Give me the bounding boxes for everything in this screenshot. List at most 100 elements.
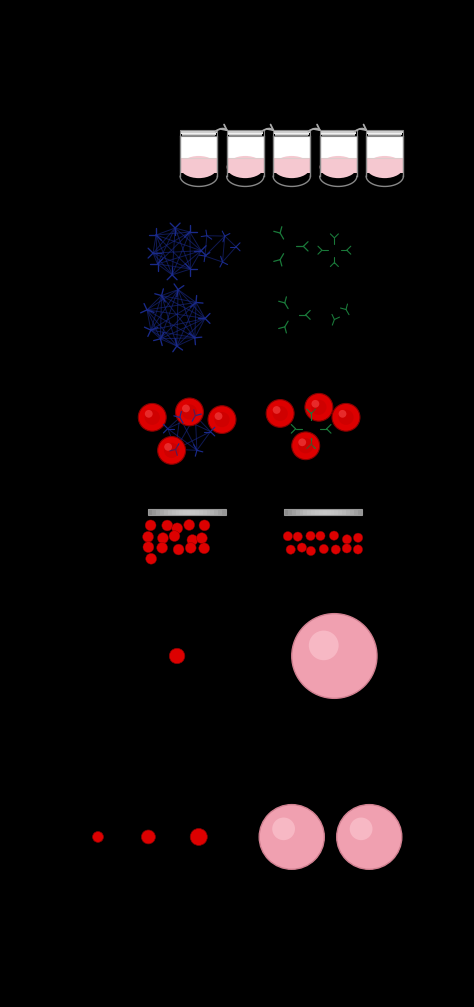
- Circle shape: [316, 532, 325, 541]
- Circle shape: [164, 443, 172, 451]
- Circle shape: [184, 520, 195, 531]
- Ellipse shape: [180, 156, 218, 178]
- Bar: [187, 509, 191, 516]
- Bar: [228, 135, 262, 136]
- Bar: [327, 509, 330, 516]
- Bar: [342, 509, 346, 516]
- Bar: [179, 509, 183, 516]
- Circle shape: [350, 818, 373, 840]
- Bar: [273, 158, 310, 173]
- Bar: [334, 509, 338, 516]
- Bar: [284, 509, 288, 516]
- Circle shape: [173, 544, 184, 555]
- Bar: [191, 509, 195, 516]
- Circle shape: [353, 545, 363, 554]
- Bar: [172, 509, 175, 516]
- Circle shape: [141, 830, 155, 844]
- Circle shape: [311, 400, 327, 415]
- Bar: [367, 134, 402, 135]
- Circle shape: [306, 532, 315, 541]
- Bar: [152, 509, 156, 516]
- Bar: [315, 509, 319, 516]
- Bar: [180, 130, 218, 136]
- Circle shape: [172, 523, 182, 534]
- Circle shape: [185, 543, 196, 553]
- Circle shape: [190, 829, 207, 846]
- Bar: [273, 136, 310, 173]
- Bar: [160, 509, 164, 516]
- Bar: [207, 509, 210, 516]
- Bar: [284, 509, 362, 516]
- Bar: [320, 131, 356, 133]
- Bar: [222, 509, 226, 516]
- Circle shape: [175, 398, 203, 426]
- Bar: [228, 133, 263, 134]
- Bar: [182, 134, 216, 135]
- Bar: [366, 136, 403, 173]
- Bar: [338, 509, 342, 516]
- Bar: [296, 509, 300, 516]
- Bar: [180, 130, 218, 131]
- Circle shape: [273, 406, 288, 421]
- Bar: [319, 509, 323, 516]
- Bar: [181, 131, 217, 133]
- Circle shape: [306, 547, 316, 556]
- Circle shape: [354, 533, 363, 543]
- Bar: [292, 509, 296, 516]
- Bar: [218, 509, 222, 516]
- Circle shape: [298, 438, 313, 453]
- Ellipse shape: [366, 156, 403, 178]
- Bar: [319, 158, 357, 173]
- Circle shape: [319, 545, 328, 554]
- Bar: [368, 135, 401, 136]
- Bar: [195, 509, 199, 516]
- Bar: [330, 509, 334, 516]
- Bar: [319, 136, 357, 173]
- Bar: [168, 509, 172, 516]
- Circle shape: [305, 394, 333, 421]
- Bar: [183, 509, 187, 516]
- Bar: [273, 130, 310, 131]
- Bar: [303, 509, 307, 516]
- Circle shape: [138, 404, 166, 431]
- Bar: [320, 133, 356, 134]
- Bar: [148, 509, 226, 516]
- Circle shape: [286, 545, 295, 554]
- Ellipse shape: [319, 156, 357, 178]
- Bar: [288, 509, 292, 516]
- Bar: [311, 509, 315, 516]
- Circle shape: [272, 818, 295, 840]
- Circle shape: [145, 520, 156, 531]
- Circle shape: [158, 437, 186, 464]
- Circle shape: [145, 410, 160, 425]
- Bar: [175, 509, 179, 516]
- Bar: [227, 131, 264, 133]
- Bar: [227, 136, 264, 173]
- Bar: [350, 509, 354, 516]
- Circle shape: [164, 443, 179, 458]
- Bar: [354, 509, 357, 516]
- Circle shape: [342, 535, 352, 544]
- Circle shape: [297, 543, 307, 552]
- Bar: [366, 158, 403, 173]
- Circle shape: [169, 531, 180, 542]
- Circle shape: [337, 805, 402, 869]
- Circle shape: [214, 412, 230, 427]
- Bar: [366, 130, 403, 131]
- Circle shape: [169, 649, 185, 664]
- Bar: [210, 509, 214, 516]
- Bar: [367, 133, 402, 134]
- Bar: [181, 133, 217, 134]
- Circle shape: [338, 410, 354, 425]
- Bar: [274, 134, 309, 135]
- Circle shape: [199, 520, 210, 531]
- Bar: [366, 130, 403, 136]
- Bar: [227, 130, 264, 136]
- Circle shape: [298, 438, 306, 446]
- Circle shape: [157, 543, 168, 553]
- Bar: [274, 133, 310, 134]
- Bar: [228, 134, 263, 135]
- Circle shape: [157, 533, 168, 544]
- Bar: [346, 509, 350, 516]
- Circle shape: [215, 412, 222, 420]
